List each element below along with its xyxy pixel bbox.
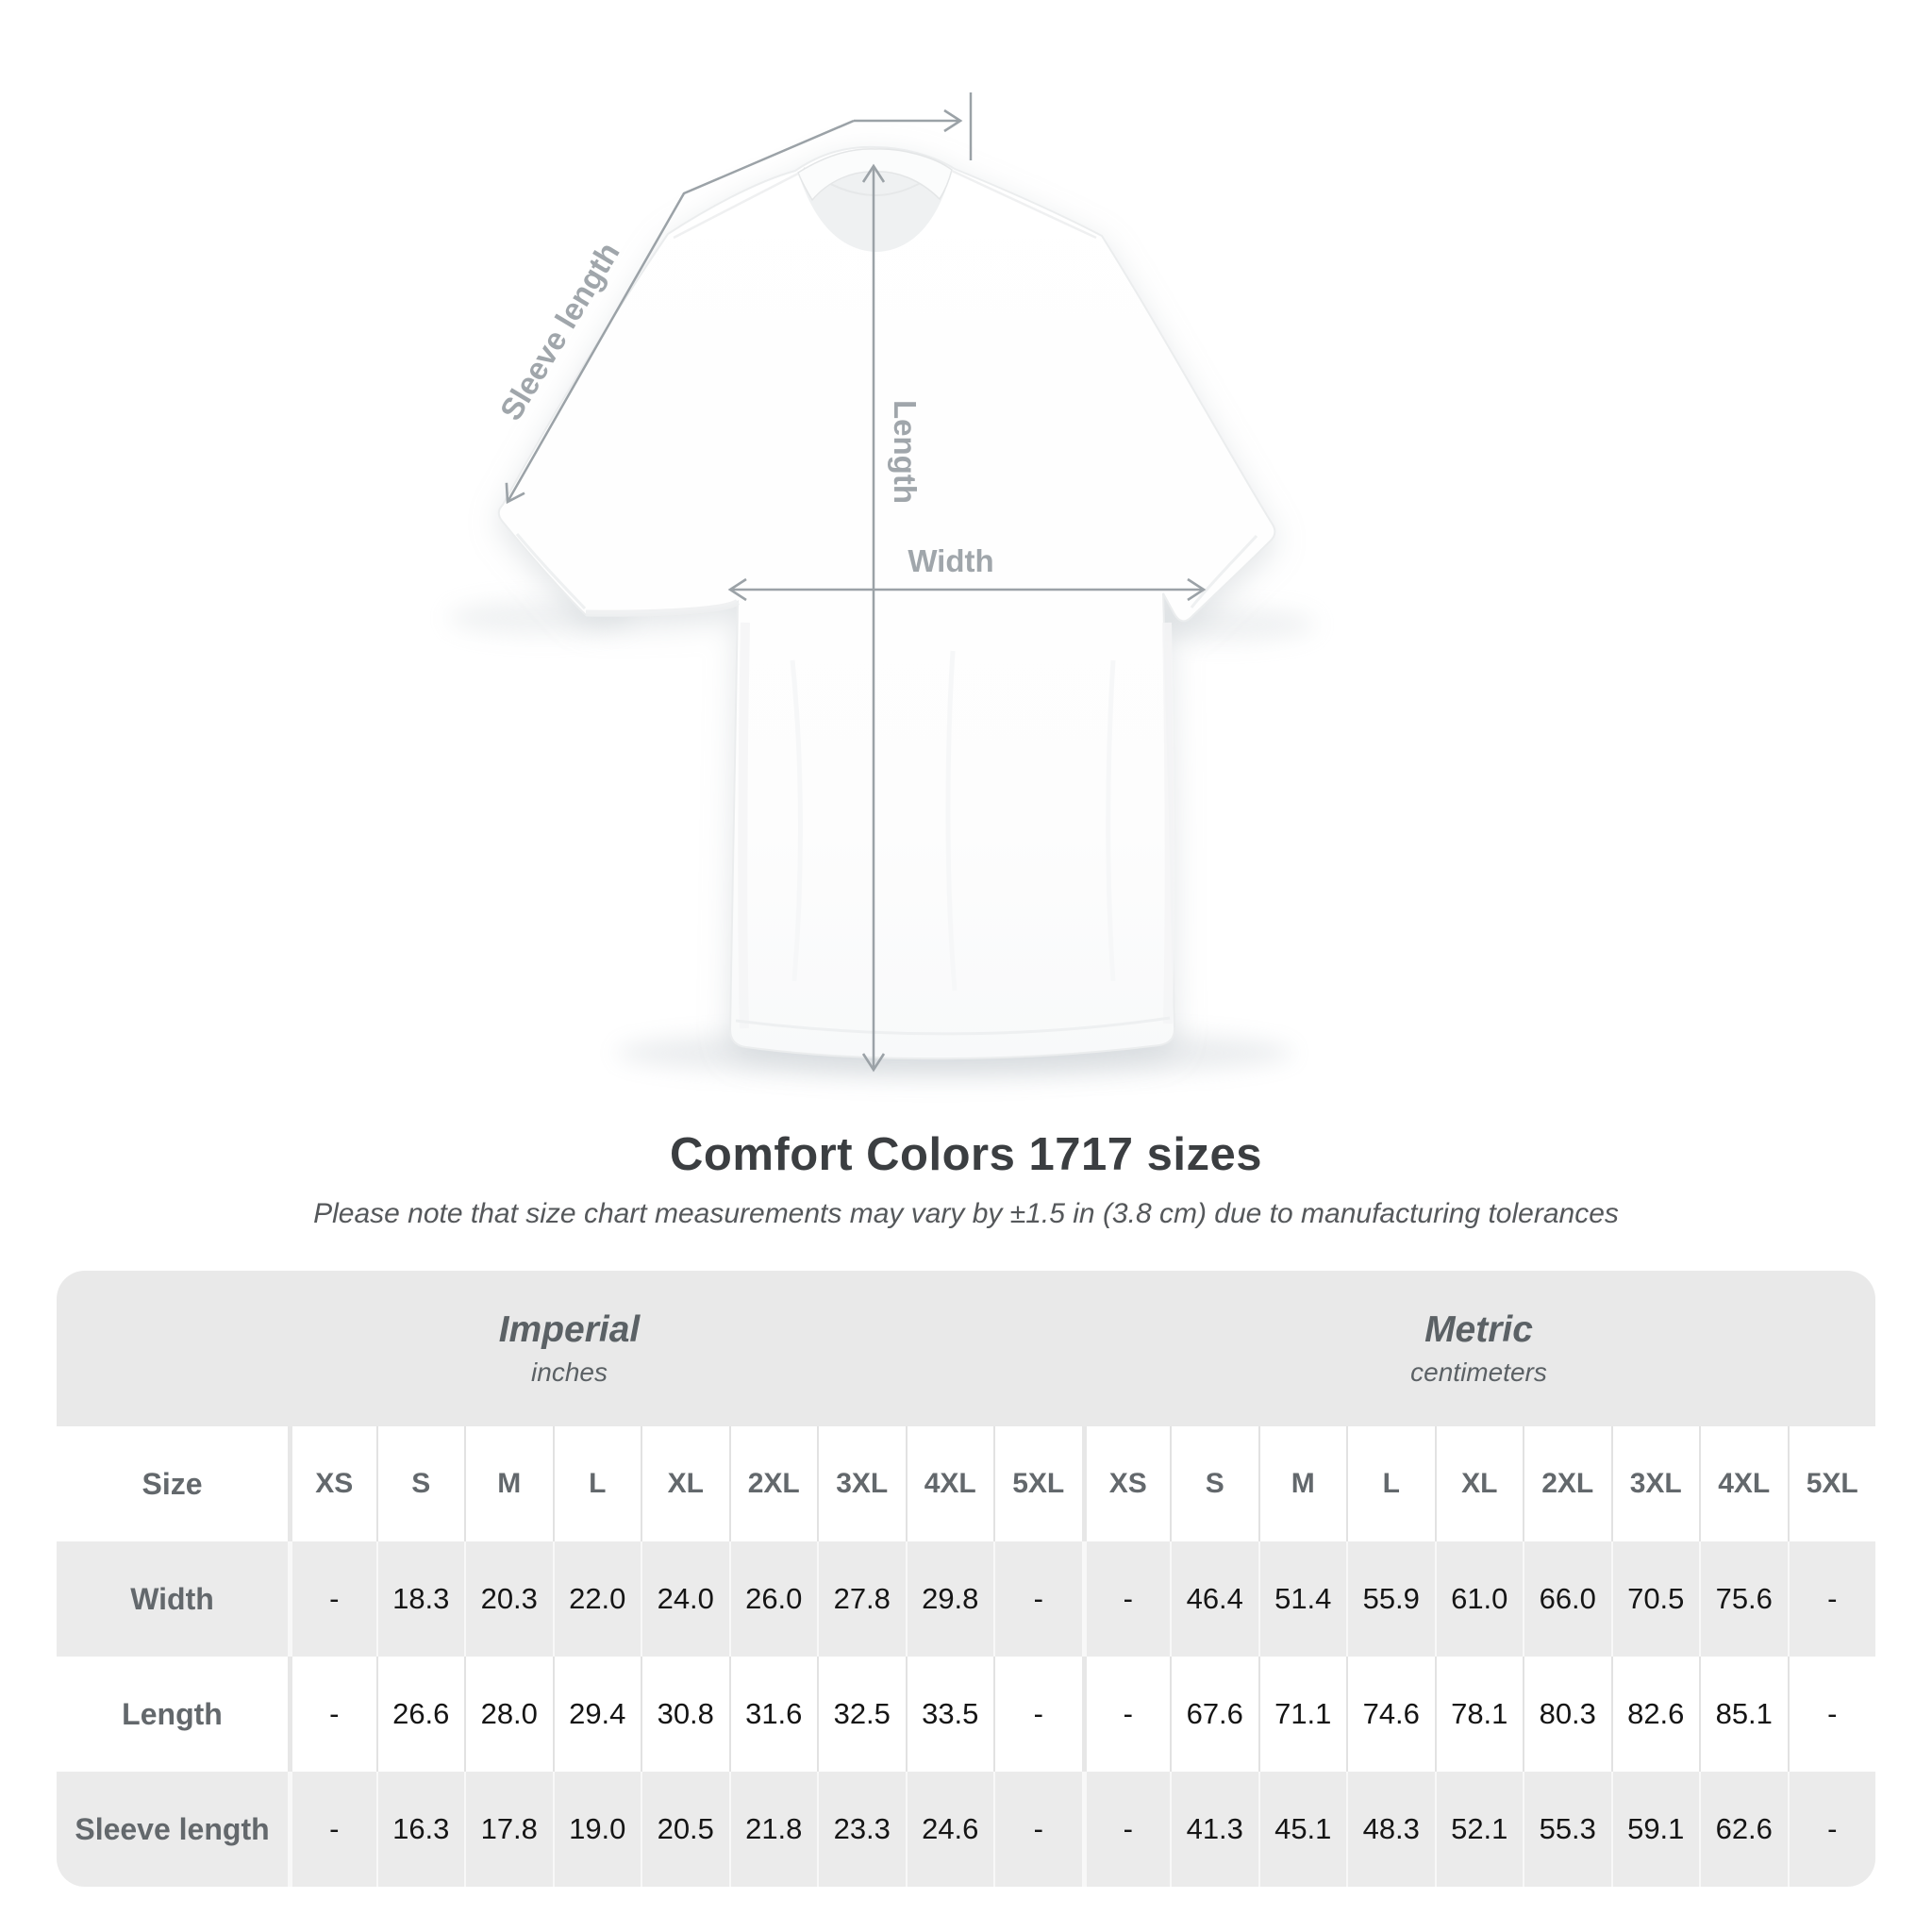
- size-value: 51.4: [1257, 1541, 1346, 1657]
- size-col-header: 2XL: [1523, 1426, 1611, 1541]
- tshirt-diagram: Sleeve length Length Width: [448, 92, 1316, 1077]
- size-value: 74.6: [1346, 1657, 1435, 1772]
- size-table: Imperial inches Metric centimeters Size X…: [57, 1271, 1875, 1887]
- row-label: Width: [57, 1541, 288, 1657]
- unit-band: Imperial inches Metric centimeters: [57, 1271, 1875, 1426]
- size-value: -: [1787, 1657, 1876, 1772]
- size-value: 62.6: [1699, 1772, 1788, 1887]
- size-value: 23.3: [817, 1772, 906, 1887]
- heading: Comfort Colors 1717 sizes Please note th…: [0, 1128, 1932, 1230]
- size-value: 85.1: [1699, 1657, 1788, 1772]
- size-value: 16.3: [375, 1772, 464, 1887]
- page-title: Comfort Colors 1717 sizes: [670, 1129, 1262, 1180]
- metric-header: Metric centimeters: [1082, 1271, 1875, 1426]
- metric-title: Metric: [1424, 1309, 1533, 1350]
- size-col-header: L: [552, 1426, 641, 1541]
- size-value: -: [288, 1772, 376, 1887]
- size-value: -: [1787, 1541, 1875, 1657]
- size-value: 71.1: [1257, 1657, 1347, 1772]
- size-value: 46.4: [1170, 1541, 1258, 1657]
- size-value: 32.5: [817, 1657, 906, 1772]
- size-value: 59.1: [1610, 1772, 1699, 1887]
- size-value: 52.1: [1434, 1772, 1523, 1887]
- size-value: -: [288, 1541, 376, 1657]
- size-value: 20.3: [464, 1541, 553, 1657]
- row-label: Sleeve length: [57, 1772, 288, 1887]
- size-value: -: [993, 1541, 1082, 1657]
- size-grid: Size XS S M L XL 2XL 3XL 4XL 5XL XS S M L XL 2XL 3XL 4XL 5…: [57, 1426, 1875, 1887]
- metric-subtitle: centimeters: [1410, 1357, 1547, 1387]
- size-value: 22.0: [552, 1541, 641, 1657]
- size-value: 61.0: [1434, 1541, 1523, 1657]
- size-col-header: 2XL: [728, 1426, 818, 1541]
- size-value: 26.6: [375, 1657, 465, 1772]
- size-value: 55.9: [1346, 1541, 1435, 1657]
- size-col-header: XL: [1434, 1426, 1524, 1541]
- size-value: -: [288, 1657, 376, 1772]
- size-value: 30.8: [641, 1657, 729, 1772]
- size-col-header: 4XL: [905, 1426, 994, 1541]
- size-value: 24.0: [641, 1541, 729, 1657]
- size-col-header: M: [1257, 1426, 1347, 1541]
- row-label: Length: [122, 1696, 223, 1731]
- size-value: -: [993, 1772, 1082, 1887]
- size-col-header: M: [464, 1426, 553, 1541]
- size-value: 48.3: [1346, 1772, 1435, 1887]
- size-value: 17.8: [464, 1772, 553, 1887]
- size-value: 24.6: [905, 1772, 993, 1887]
- sleeve-length-arrow: [505, 119, 855, 505]
- size-value: -: [993, 1657, 1082, 1772]
- imperial-header: Imperial inches: [57, 1271, 1082, 1426]
- size-col-header: S: [375, 1426, 465, 1541]
- tshirt-image: [497, 145, 1276, 1060]
- size-value: 67.6: [1170, 1657, 1258, 1772]
- size-col-header: XL: [641, 1426, 729, 1541]
- size-value: 21.8: [728, 1772, 817, 1887]
- size-col-header: XS: [288, 1426, 376, 1541]
- size-value: 33.5: [905, 1657, 994, 1772]
- tolerance-note: Please note that size chart measurements…: [313, 1198, 1619, 1229]
- size-value: 27.8: [817, 1541, 906, 1657]
- size-value: 80.3: [1523, 1657, 1611, 1772]
- size-value: 55.3: [1523, 1772, 1611, 1887]
- size-value: -: [1787, 1772, 1875, 1887]
- size-value: 19.0: [552, 1772, 641, 1887]
- size-value: -: [1081, 1772, 1170, 1887]
- size-col-header: 3XL: [1610, 1426, 1700, 1541]
- size-value: 26.0: [728, 1541, 817, 1657]
- size-value: 82.6: [1610, 1657, 1700, 1772]
- collar-band: [797, 148, 953, 202]
- size-value: 20.5: [641, 1772, 729, 1887]
- size-corner-label: Size: [142, 1466, 203, 1501]
- size-col-header: 3XL: [817, 1426, 906, 1541]
- size-value: 75.6: [1699, 1541, 1788, 1657]
- size-col-header: 4XL: [1699, 1426, 1788, 1541]
- size-value: 29.8: [905, 1541, 993, 1657]
- size-col-header: XS: [1081, 1426, 1171, 1541]
- size-value: 28.0: [464, 1657, 553, 1772]
- measurement-annotations: [505, 92, 1207, 1073]
- size-value: 18.3: [375, 1541, 464, 1657]
- size-value: 31.6: [728, 1657, 818, 1772]
- size-value: 70.5: [1610, 1541, 1699, 1657]
- size-value: 41.3: [1170, 1772, 1258, 1887]
- size-value: -: [1081, 1657, 1171, 1772]
- size-col-header: 5XL: [1787, 1426, 1876, 1541]
- size-value: 78.1: [1434, 1657, 1524, 1772]
- length-label: Length: [888, 400, 923, 504]
- size-col-header: L: [1346, 1426, 1435, 1541]
- size-value: 29.4: [552, 1657, 641, 1772]
- imperial-subtitle: inches: [531, 1357, 608, 1387]
- size-col-header: 5XL: [993, 1426, 1082, 1541]
- size-col-header: S: [1170, 1426, 1258, 1541]
- size-value: 66.0: [1523, 1541, 1611, 1657]
- width-label: Width: [908, 543, 993, 578]
- size-value: -: [1081, 1541, 1170, 1657]
- imperial-title: Imperial: [498, 1309, 641, 1350]
- size-value: 45.1: [1257, 1772, 1346, 1887]
